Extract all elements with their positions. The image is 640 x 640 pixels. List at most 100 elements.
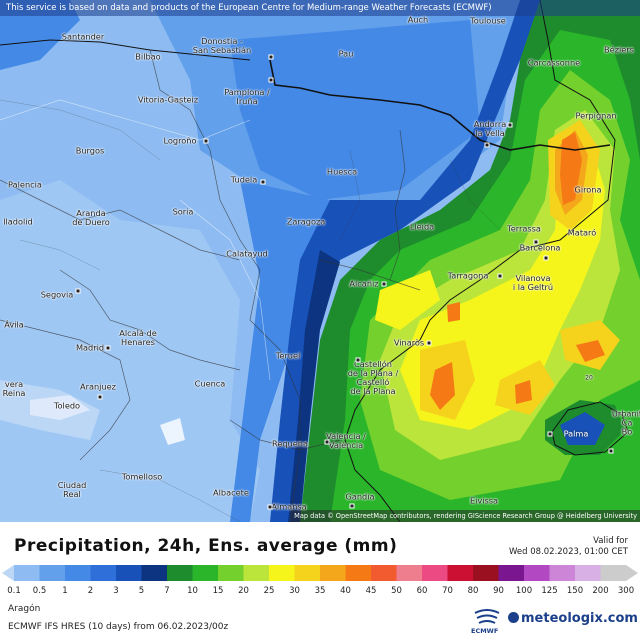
city-label: Albacete	[213, 487, 249, 498]
scale-tick-label: 10	[187, 586, 198, 596]
orange-cell-ne	[576, 340, 605, 362]
scale-swatch	[498, 565, 525, 581]
scale-tick-label: 50	[391, 586, 402, 596]
city-dot	[355, 357, 361, 363]
scale-swatch	[218, 565, 244, 581]
scale-swatch	[167, 565, 193, 581]
scale-tick-label: 60	[416, 586, 428, 596]
france-border	[269, 59, 611, 151]
city-dot	[543, 255, 549, 261]
scale-tick-label: 45	[365, 586, 377, 596]
region-boundaries	[0, 49, 421, 522]
city-label: Soria	[172, 206, 194, 217]
scale-swatch	[371, 565, 397, 581]
city-dot	[75, 288, 81, 294]
scale-tick-label: 70	[442, 586, 453, 596]
scale-tick-label: 7	[164, 586, 170, 596]
scale-tick-label: 100	[515, 586, 533, 596]
mallorca-blue-zone	[560, 412, 605, 445]
city-label: Zaragoza	[286, 216, 326, 227]
scale-tick-label: 1	[62, 586, 68, 596]
city-label: Alcañiz	[349, 278, 379, 289]
city-dot	[97, 394, 103, 400]
city-label: Cuenca	[194, 378, 226, 389]
city-label: Toulouse	[470, 15, 506, 26]
city-label: Madrid	[75, 342, 105, 353]
precipitation-map[interactable]: This service is based on data and produc…	[0, 0, 640, 522]
scale-tick-label: 150	[566, 586, 584, 596]
city-label: Castellón de la Plana / Castelló de la P…	[347, 359, 399, 396]
city-label: Vinaròs	[393, 337, 425, 348]
scale-swatch	[473, 565, 499, 581]
orange-cell-east	[515, 380, 532, 404]
model-run-info: ECMWF IFS HRES (10 days) from 06.02.2023…	[8, 622, 229, 632]
orange-cell-north	[447, 302, 460, 322]
scale-swatch	[116, 565, 142, 581]
city-dot	[547, 431, 553, 437]
scale-swatch	[14, 565, 40, 581]
scale-swatch	[345, 565, 372, 581]
city-label: Aranjuez	[80, 381, 116, 392]
city-label: Mataró	[567, 227, 597, 238]
city-dot	[267, 504, 273, 510]
ecmwf-logo-arc	[478, 620, 496, 624]
city-label: Santander	[61, 31, 105, 42]
north-coast-zone	[0, 0, 80, 70]
white-patch-west	[30, 395, 90, 420]
scale-tick-label: 25	[263, 586, 275, 596]
scale-swatch	[549, 565, 576, 581]
valid-time: Wed 08.02.2023, 01:00 CET	[509, 547, 628, 557]
ecmwf-logo[interactable]	[471, 606, 503, 634]
navy-strip	[288, 250, 340, 522]
scale-arrow-right	[626, 565, 638, 581]
city-dot	[608, 448, 614, 454]
city-dot	[268, 77, 274, 83]
city-label: Burgos	[75, 145, 105, 156]
city-label: Segovia	[40, 289, 74, 300]
city-label: Huesca	[326, 166, 358, 177]
meteologix-icon	[508, 612, 519, 623]
city-label: Palma	[563, 428, 589, 439]
scale-swatch	[65, 565, 91, 581]
scale-swatch	[600, 565, 626, 581]
city-label: Teruel	[275, 350, 301, 361]
scale-tick-label: 20	[238, 586, 249, 596]
scale-arrow-left	[2, 565, 14, 581]
scale-swatch	[192, 565, 219, 581]
city-dot	[349, 503, 355, 509]
city-label: Valencia / València	[326, 431, 366, 450]
scale-swatch	[422, 565, 448, 581]
city-dot	[381, 281, 387, 287]
city-dot	[105, 345, 111, 351]
scale-tick-label: 0.5	[32, 586, 47, 596]
scale-swatch	[294, 565, 321, 581]
blue-band-pyrenees	[230, 20, 480, 200]
city-label: lladolid	[3, 216, 33, 227]
valid-label: Valid for	[593, 536, 628, 546]
scale-tick-label: 0.1	[7, 586, 21, 596]
scale-tick-label: 90	[493, 586, 504, 596]
map-attribution[interactable]: Map data © OpenStreetMap contributors, r…	[291, 510, 640, 522]
dark-blue-corridor	[270, 0, 560, 522]
coastline	[344, 0, 616, 522]
city-label: Lleida	[409, 221, 435, 232]
city-dot	[268, 54, 274, 60]
city-dot	[260, 179, 266, 185]
city-dot	[426, 340, 432, 346]
city-label: Tomelloso	[121, 471, 163, 482]
scale-swatch	[269, 565, 295, 581]
valid-time-block: Valid for Wed 08.02.2023, 01:00 CET	[509, 536, 628, 558]
city-label: Almansa	[271, 501, 307, 512]
scale-tick-label: 80	[467, 586, 479, 596]
city-label: Logroño	[163, 135, 197, 146]
city-label: Auch	[407, 14, 429, 25]
scale-tick-label: 5	[138, 586, 145, 596]
city-label: 20	[585, 374, 593, 382]
legend-panel	[0, 522, 640, 640]
meteologix-logo[interactable]: meteologix.com	[508, 611, 638, 626]
scale-swatch	[575, 565, 601, 581]
city-label: Requena	[272, 438, 308, 449]
scale-swatch	[39, 565, 66, 581]
map-svg	[0, 0, 640, 522]
scale-swatch	[243, 565, 270, 581]
